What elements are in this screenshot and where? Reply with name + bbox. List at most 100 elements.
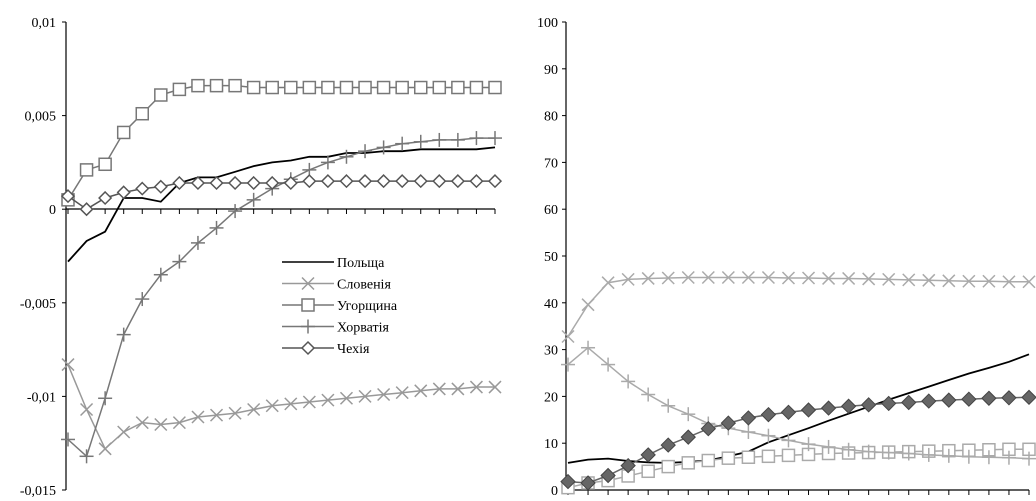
right-point-croatia — [681, 407, 696, 422]
left-point-hungary — [98, 157, 112, 172]
left-series-line-poland — [67, 146, 496, 263]
right-point-hungary — [641, 464, 655, 479]
left-point-hungary — [488, 80, 502, 95]
right-series-line-hungary — [567, 448, 1029, 489]
left-point-slovenia — [135, 416, 149, 430]
right-point-czechia — [800, 402, 817, 418]
left-point-hungary — [395, 80, 409, 95]
left-point-croatia — [469, 131, 484, 146]
left-point-slovenia-stroke-b — [80, 402, 94, 417]
right-y-tick-label: 0 — [551, 484, 558, 499]
right-point-czechia — [580, 475, 596, 491]
right-point-slovenia-stroke-b — [721, 270, 735, 285]
right-point-slovenia-stroke-b — [741, 270, 755, 285]
right-point-slovenia-stroke-b — [621, 272, 635, 286]
left-point-czechia — [357, 174, 373, 189]
right-point-croatia — [941, 448, 956, 463]
left-point-slovenia — [451, 382, 465, 396]
right-y-tick-label: 30 — [544, 344, 558, 359]
left-point-slovenia-stroke-b — [395, 386, 409, 400]
left-point-czechia — [265, 175, 280, 191]
right-point-slovenia — [781, 271, 796, 285]
right-point-czechia — [1021, 389, 1036, 406]
left-point-slovenia — [358, 389, 372, 403]
right-point-slovenia-stroke-b — [781, 271, 796, 285]
left-point-croatia — [209, 220, 224, 235]
left-point-slovenia — [321, 393, 335, 407]
left-point-slovenia — [265, 399, 279, 413]
left-y-tick-label: -0,015 — [20, 484, 56, 499]
left-point-hungary — [376, 80, 391, 95]
right-y-tick-label: 10 — [544, 437, 558, 452]
right-point-slovenia-stroke-b — [962, 274, 976, 288]
left-point-slovenia-stroke-b — [209, 408, 224, 422]
right-series-slovenia — [561, 270, 1036, 344]
left-point-slovenia-stroke-b — [302, 395, 316, 409]
left-point-czechia — [469, 174, 484, 189]
left-series-czechia — [60, 174, 503, 217]
left-point-hungary — [284, 80, 298, 95]
left-point-slovenia-stroke-b — [432, 382, 446, 396]
left-point-slovenia-stroke-b — [321, 393, 335, 407]
left-series-poland — [67, 146, 496, 263]
left-point-slovenia — [488, 380, 502, 394]
left-point-slovenia-stroke-b — [265, 399, 279, 413]
left-point-croatia — [228, 204, 243, 219]
right-point-slovenia-stroke-b — [862, 272, 876, 286]
right-y-tick-label: 90 — [544, 63, 558, 78]
right-point-slovenia — [1022, 275, 1036, 289]
right-point-czechia — [700, 420, 717, 437]
right-point-czechia — [680, 429, 696, 445]
left-point-hungary — [339, 80, 354, 95]
right-point-slovenia — [822, 271, 836, 285]
right-point-czechia — [981, 390, 997, 406]
left-point-slovenia-stroke-b — [172, 416, 186, 430]
right-point-hungary — [761, 449, 776, 464]
left-point-slovenia — [414, 384, 428, 398]
left-point-croatia — [79, 449, 94, 464]
right-point-slovenia — [842, 271, 856, 285]
left-point-hungary — [413, 80, 428, 95]
legend-label-poland: Польща — [337, 256, 385, 271]
left-point-slovenia — [191, 410, 205, 424]
right-point-slovenia-stroke-b — [822, 271, 836, 285]
left-point-czechia — [413, 174, 428, 189]
right-point-slovenia-stroke-b — [601, 276, 615, 290]
left-point-slovenia — [209, 408, 224, 422]
left-point-hungary — [116, 125, 131, 140]
left-point-croatia — [98, 391, 113, 406]
right-point-czechia — [860, 397, 877, 413]
left-point-slovenia-stroke-b — [247, 402, 261, 417]
right-point-slovenia-stroke-b — [801, 271, 816, 285]
right-point-slovenia — [801, 271, 816, 285]
left-point-slovenia-stroke-b — [98, 442, 112, 456]
left-point-slovenia — [154, 417, 168, 432]
right-point-croatia — [621, 374, 636, 389]
left-point-czechia — [450, 174, 465, 189]
right-point-hungary — [661, 459, 675, 474]
right-point-slovenia-stroke-b — [942, 274, 956, 288]
right-point-croatia — [1022, 451, 1036, 466]
right-point-slovenia — [902, 273, 916, 287]
left-point-slovenia — [172, 416, 186, 430]
legend-label-croatia: Хорватія — [337, 321, 390, 336]
left-point-czechia — [153, 179, 168, 194]
left-point-croatia — [153, 267, 168, 282]
left-point-slovenia-stroke-b — [154, 417, 168, 432]
right-point-slovenia-stroke-b — [902, 273, 916, 287]
left-point-croatia — [246, 192, 261, 207]
right-point-slovenia-stroke-b — [581, 298, 595, 312]
left-point-czechia — [246, 175, 261, 191]
left-point-hungary — [228, 78, 242, 93]
left-point-croatia — [450, 132, 465, 147]
left-point-hungary — [191, 78, 205, 93]
right-y-tick-label: 40 — [544, 297, 558, 312]
legend-marker-hungary — [301, 298, 315, 312]
left-point-czechia — [116, 185, 131, 200]
left-point-czechia — [135, 181, 150, 196]
right-point-slovenia-stroke-b — [842, 271, 856, 285]
right-series-line-slovenia — [567, 276, 1029, 337]
right-series-czechia — [560, 389, 1036, 491]
left-point-czechia — [432, 174, 447, 189]
